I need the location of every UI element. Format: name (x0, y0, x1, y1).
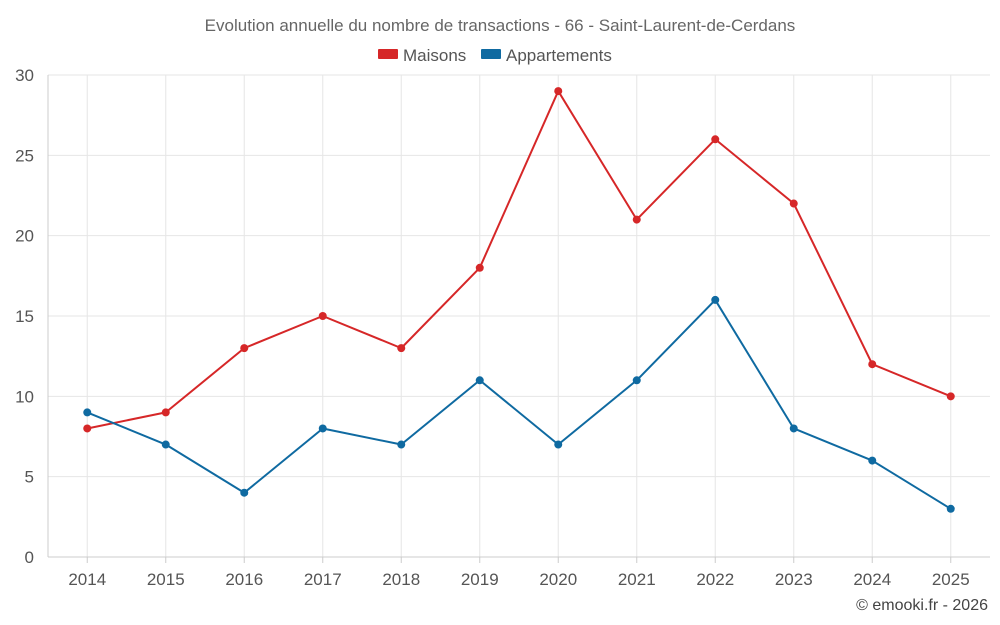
y-tick-label: 30 (15, 66, 34, 85)
data-point-maisons[interactable] (161, 408, 170, 417)
x-tick-label: 2024 (853, 570, 891, 589)
y-tick-label: 25 (15, 146, 34, 165)
data-point-maisons[interactable] (868, 360, 877, 369)
x-tick-label: 2016 (225, 570, 263, 589)
x-tick-label: 2014 (68, 570, 106, 589)
data-point-maisons[interactable] (318, 312, 327, 320)
data-point-appartements[interactable] (868, 456, 877, 465)
x-tick-label: 2022 (696, 570, 734, 589)
data-point-maisons[interactable] (397, 344, 406, 353)
data-point-maisons[interactable] (711, 135, 720, 144)
data-point-appartements[interactable] (632, 376, 641, 385)
legend-label-maisons[interactable]: Maisons (403, 46, 466, 65)
data-point-maisons[interactable] (946, 392, 955, 401)
series (83, 87, 955, 513)
y-tick-label: 15 (15, 307, 34, 326)
x-tick-label: 2017 (304, 570, 342, 589)
x-tick-label: 2021 (618, 570, 656, 589)
credit-text: © emooki.fr - 2026 (856, 597, 988, 614)
data-point-maisons[interactable] (475, 263, 484, 272)
x-tick-labels: 2014 2015 2016 2017 2018 2019 2020 2021 2022 2023… (68, 570, 969, 589)
data-point-maisons[interactable] (632, 215, 641, 224)
data-point-appartements[interactable] (83, 408, 92, 417)
grid (48, 74, 990, 557)
data-point-maisons[interactable] (789, 199, 798, 208)
y-tick-label: 5 (25, 468, 34, 487)
legend-swatch-maisons (378, 49, 398, 59)
series-line-maisons (87, 90, 952, 430)
x-tick-label: 2020 (539, 570, 577, 589)
data-point-maisons[interactable] (83, 424, 92, 433)
data-point-maisons[interactable] (240, 344, 249, 353)
data-point-appartements[interactable] (318, 424, 327, 433)
data-point-appartements[interactable] (397, 440, 406, 449)
data-point-appartements[interactable] (475, 376, 484, 385)
series-line-appartements (86, 298, 952, 510)
y-tick-label: 20 (15, 227, 34, 246)
data-point-appartements[interactable] (711, 295, 720, 304)
data-point-appartements[interactable] (554, 440, 563, 449)
data-point-appartements[interactable] (946, 504, 955, 513)
x-tick-label: 2023 (775, 570, 813, 589)
x-tick-label: 2025 (932, 570, 970, 589)
data-point-appartements[interactable] (240, 488, 249, 497)
chart-title: Evolution annuelle du nombre de transact… (205, 16, 796, 35)
x-tick-label: 2015 (147, 570, 185, 589)
x-tick-label: 2018 (382, 570, 420, 589)
data-point-appartements[interactable] (789, 424, 798, 433)
legend: Maisons Appartements (378, 46, 612, 65)
y-tick-labels: 0 5 10 15 20 25 30 (15, 66, 34, 567)
legend-label-appartements[interactable]: Appartements (506, 46, 612, 65)
legend-swatch-appartements (481, 49, 501, 59)
y-tick-label: 10 (15, 387, 34, 406)
data-point-maisons[interactable] (554, 87, 563, 96)
data-point-appartements[interactable] (161, 440, 170, 449)
x-tick-label: 2019 (461, 570, 499, 589)
y-tick-label: 0 (25, 548, 34, 567)
axes (47, 75, 990, 563)
